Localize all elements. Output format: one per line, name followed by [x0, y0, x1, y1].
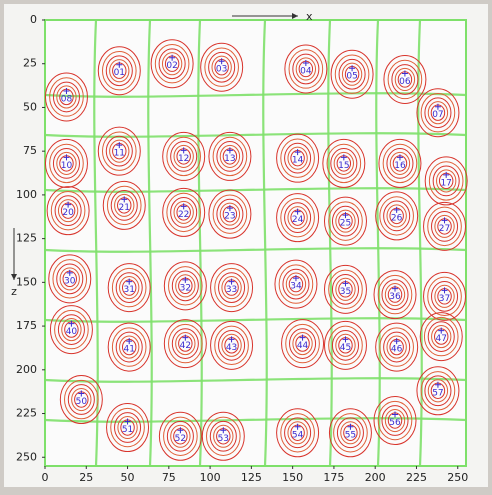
x-tick-label: 0: [42, 471, 49, 484]
peak-label: 51: [122, 425, 133, 435]
x-tick-label: 150: [282, 471, 303, 484]
peak-label: 14: [292, 156, 304, 166]
chart: x z 025507510012515017520022525002550751…: [0, 0, 492, 491]
x-tick-label: 125: [241, 471, 262, 484]
peak-label: 40: [66, 327, 78, 337]
y-tick-label: 50: [23, 100, 37, 113]
peak-label: 34: [290, 282, 302, 292]
x-axis-label: x: [306, 10, 313, 23]
peak-label: 25: [340, 219, 351, 229]
peak-label: 33: [226, 285, 237, 295]
y-tick-label: 175: [16, 319, 37, 332]
peak-label: 44: [297, 341, 309, 351]
peak-label: 54: [292, 430, 304, 440]
peak-label: 32: [180, 283, 191, 293]
peak-label: 08: [61, 94, 73, 104]
peak-label: 52: [175, 434, 186, 444]
peak-label: 04: [300, 66, 312, 76]
peak-label: 26: [391, 213, 403, 223]
peak-label: 43: [226, 343, 237, 353]
peak-label: 31: [123, 285, 134, 295]
x-tick-label: 50: [121, 471, 135, 484]
peak-label: 03: [216, 65, 227, 75]
peak-label: 12: [178, 154, 189, 164]
y-tick-label: 125: [16, 232, 37, 245]
peak-label: 21: [119, 203, 130, 213]
x-tick-label: 250: [447, 471, 468, 484]
peak-label: 36: [389, 292, 401, 302]
peak-label: 47: [436, 334, 447, 344]
x-tick-label: 75: [162, 471, 176, 484]
peak-label: 16: [394, 161, 406, 171]
peak-label: 50: [76, 397, 88, 407]
peak-label: 35: [340, 287, 351, 297]
peak-label: 45: [340, 343, 351, 353]
y-tick-label: 100: [16, 188, 37, 201]
peak-label: 11: [114, 149, 125, 159]
y-tick-label: 150: [16, 275, 37, 288]
peak-label: 05: [346, 72, 357, 82]
peak-label: 20: [62, 208, 74, 218]
peak-label: 23: [224, 212, 235, 222]
x-tick-label: 100: [200, 471, 221, 484]
y-tick-label: 225: [16, 407, 37, 420]
peak-label: 46: [391, 345, 403, 355]
peak-label: 10: [61, 161, 73, 171]
peak-label: 30: [64, 276, 76, 286]
y-tick-label: 0: [30, 13, 37, 26]
peak-label: 27: [439, 224, 450, 234]
peak-label: 24: [292, 215, 304, 225]
peak-label: 56: [389, 418, 401, 428]
peak-label: 17: [440, 178, 451, 188]
peak-label: 07: [432, 110, 443, 120]
peak-label: 41: [123, 345, 134, 355]
peak-label: 57: [432, 388, 443, 398]
peak-label: 13: [224, 154, 235, 164]
x-tick-label: 175: [323, 471, 344, 484]
x-tick-label: 25: [79, 471, 93, 484]
y-tick-label: 25: [23, 57, 37, 70]
peak-label: 22: [178, 210, 189, 220]
page: {"chart_data": {"type": "contour", "x_la…: [0, 0, 492, 491]
peak-label: 06: [399, 77, 411, 87]
peak-label: 53: [218, 434, 229, 444]
peak-label: 15: [338, 161, 349, 171]
peak-label: 02: [166, 61, 177, 71]
peak-label: 42: [180, 341, 191, 351]
y-tick-label: 75: [23, 144, 37, 157]
y-tick-label: 250: [16, 450, 37, 463]
x-tick-label: 225: [406, 471, 427, 484]
peak-label: 55: [345, 430, 356, 440]
x-tick-label: 200: [365, 471, 386, 484]
peak-label: 01: [114, 68, 125, 78]
y-tick-label: 200: [16, 363, 37, 376]
peak-label: 37: [439, 294, 450, 304]
